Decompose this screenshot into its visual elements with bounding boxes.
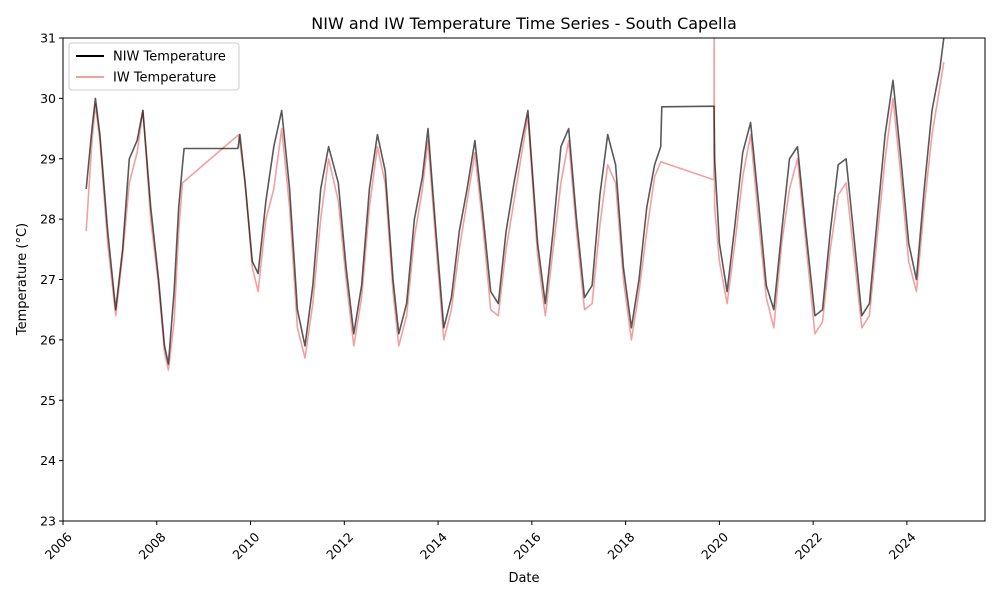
y-tick-label: 29: [40, 151, 56, 166]
y-tick-label: 25: [40, 393, 56, 408]
legend-box: [68, 42, 240, 91]
legend: NIW Temperature IW Temperature: [68, 42, 240, 91]
series-line-niw: [85, 37, 945, 365]
y-tick-label: 23: [40, 514, 56, 529]
chart-title: NIW and IW Temperature Time Series - Sou…: [311, 14, 737, 33]
legend-label: IW Temperature: [113, 71, 216, 86]
y-tick-label: 24: [40, 453, 56, 468]
y-tick-label: 28: [40, 212, 56, 227]
x-axis-label: Date: [508, 571, 539, 586]
y-tick-label: 26: [40, 332, 56, 347]
legend-label: NIW Temperature: [113, 50, 226, 65]
plot-area: [85, 37, 945, 371]
y-axis-label: Temperature (°C): [15, 223, 30, 336]
y-tick-label: 30: [40, 91, 56, 106]
y-tick-label: 31: [40, 31, 56, 46]
y-tick-label: 27: [40, 272, 56, 287]
